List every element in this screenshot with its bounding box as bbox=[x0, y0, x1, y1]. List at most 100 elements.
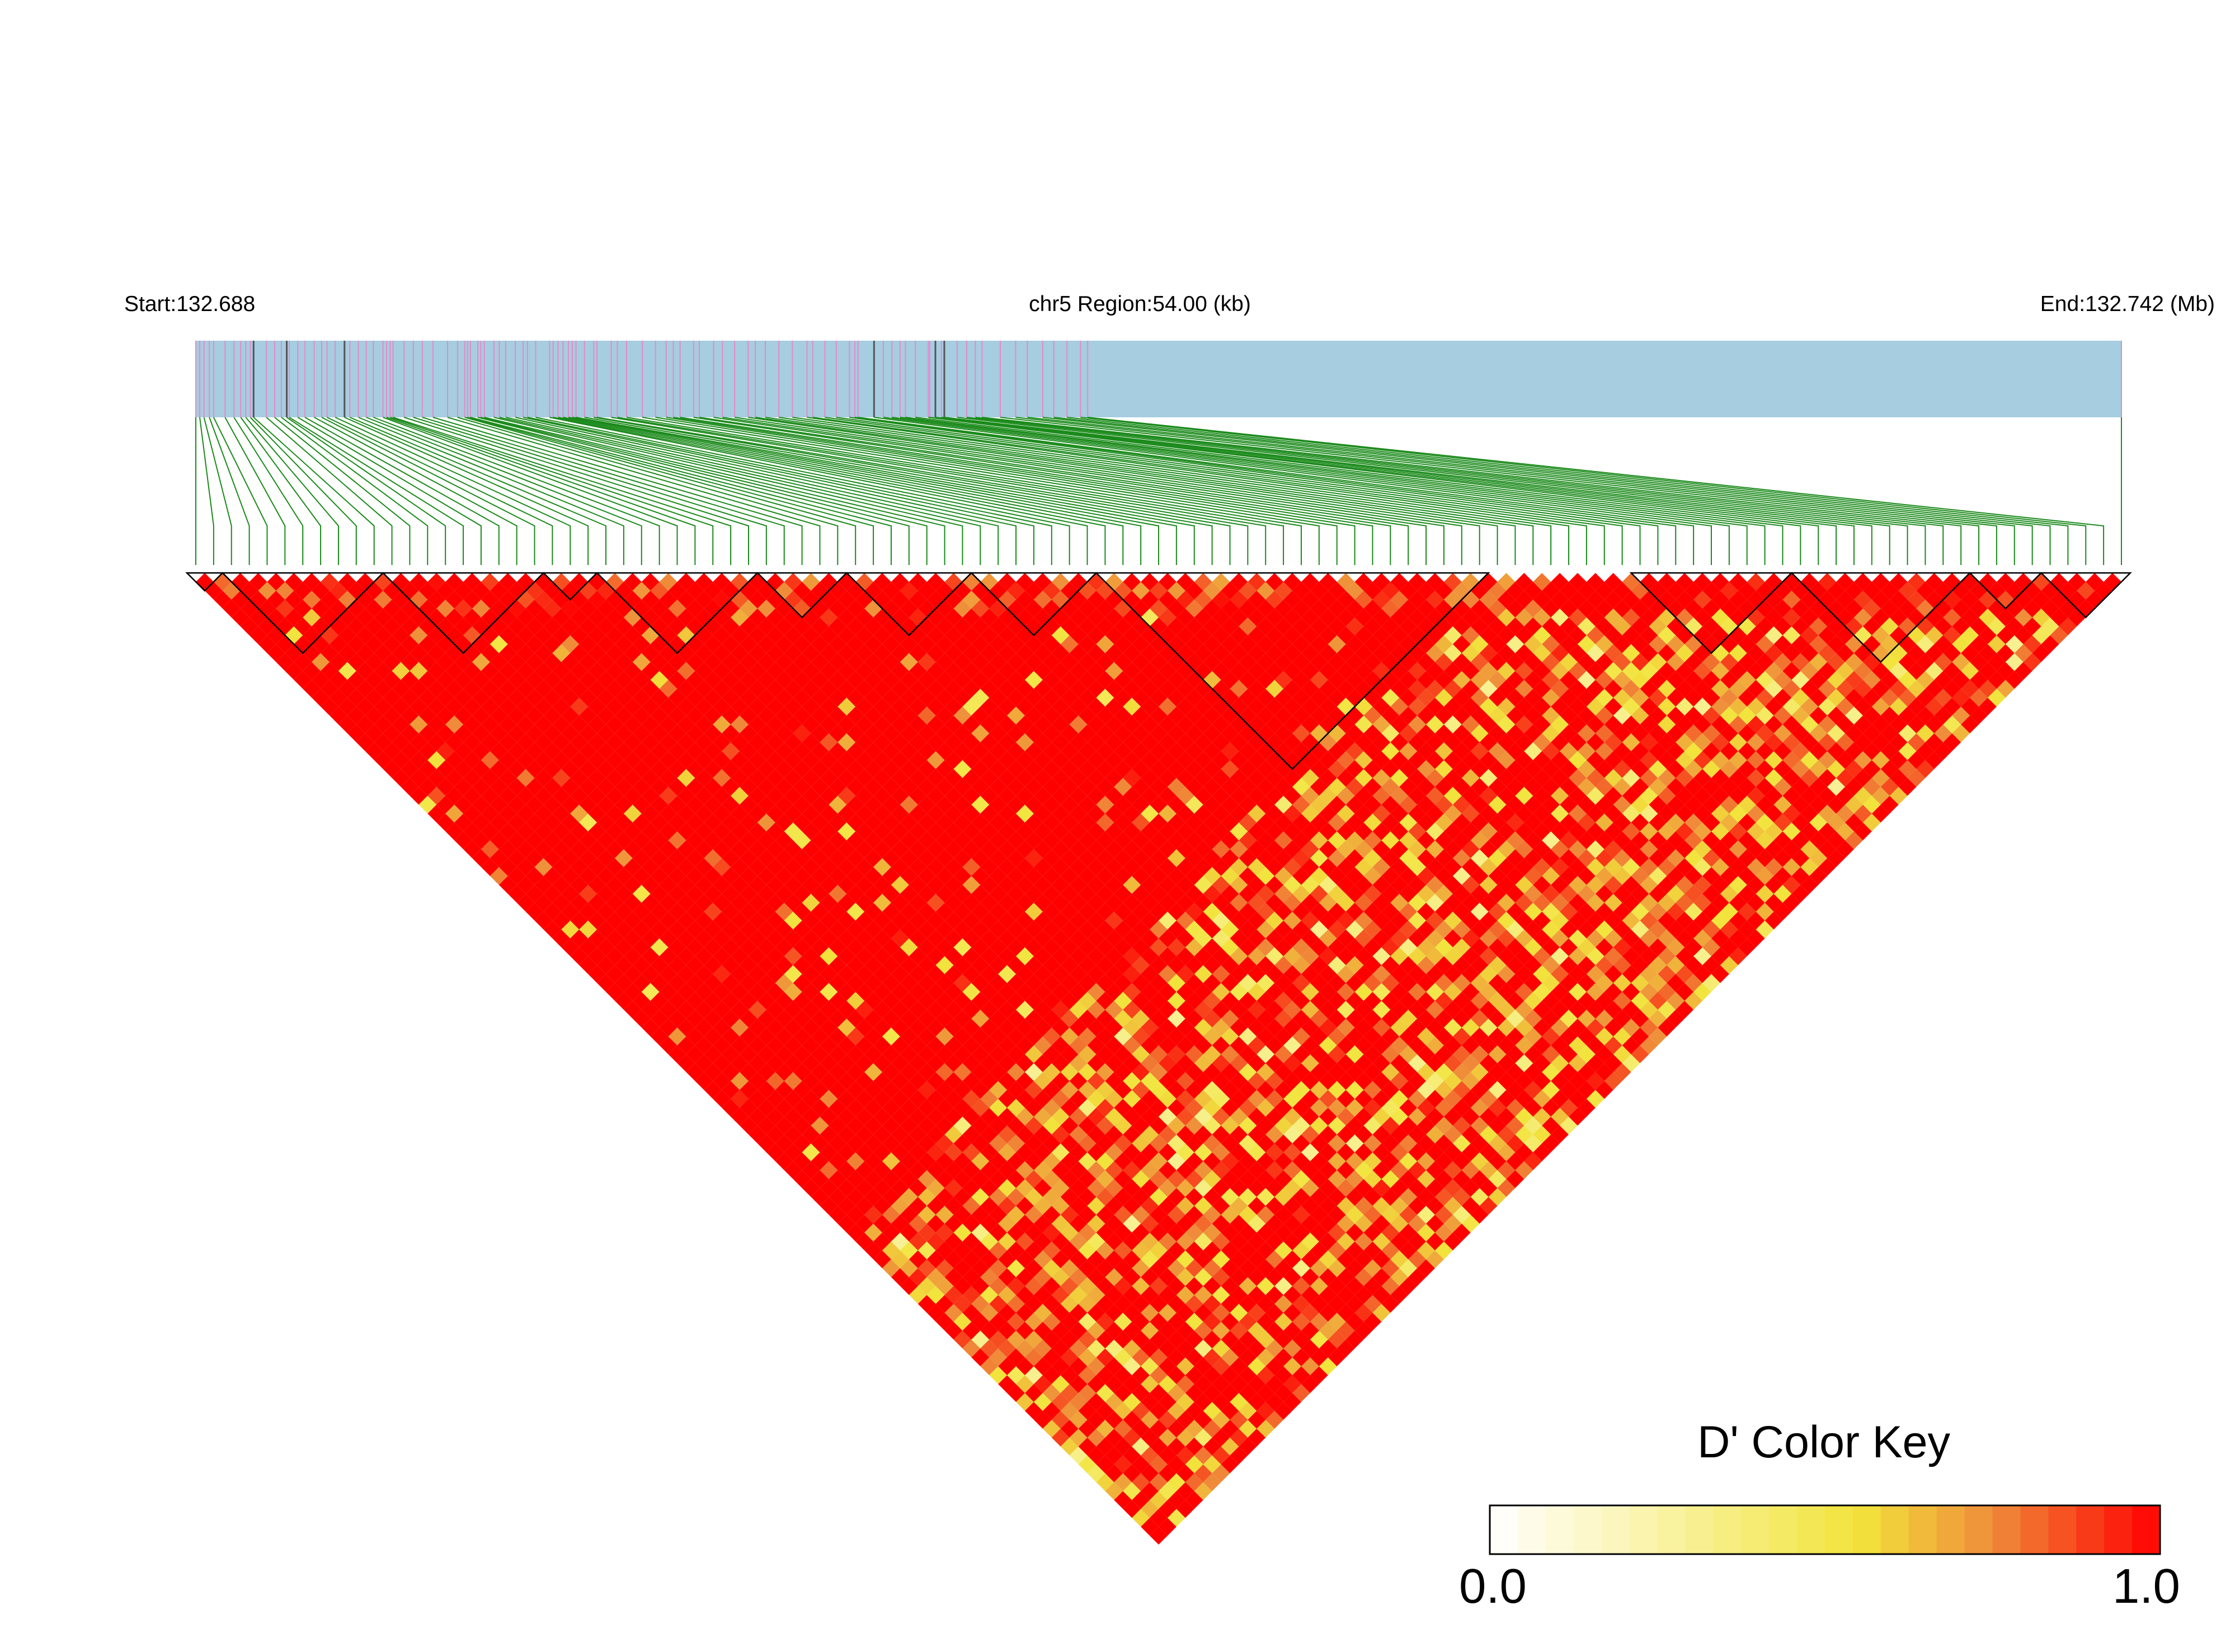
snp-connector-line bbox=[1080, 417, 2087, 565]
ld-cell bbox=[882, 1259, 900, 1277]
ld-cell bbox=[401, 778, 419, 796]
ld-cell bbox=[926, 1197, 945, 1215]
ld-cell bbox=[980, 1215, 999, 1233]
ld-cell bbox=[1096, 902, 1114, 921]
ld-cell bbox=[1292, 992, 1310, 1010]
ld-cell bbox=[1631, 938, 1649, 957]
ld-cell bbox=[713, 858, 731, 876]
ld-cell bbox=[1408, 876, 1427, 894]
ld-cell bbox=[837, 644, 856, 662]
ld-cell bbox=[1613, 1027, 1631, 1046]
ld-cell bbox=[837, 1072, 856, 1090]
ld-cell bbox=[1159, 983, 1177, 1001]
ld-cell bbox=[1337, 1000, 1355, 1019]
ld-cell bbox=[1185, 1348, 1203, 1367]
ld-cell bbox=[1586, 1072, 1605, 1090]
ld-cell bbox=[740, 724, 757, 742]
ld-cell bbox=[1524, 849, 1542, 867]
ld-cell bbox=[1417, 884, 1435, 903]
ld-cell bbox=[1426, 1018, 1444, 1037]
ld-cell bbox=[1176, 804, 1194, 823]
ld-cell bbox=[1221, 1348, 1239, 1367]
ld-cell bbox=[944, 965, 963, 983]
ld-cell bbox=[1310, 1366, 1328, 1385]
ld-cell bbox=[1248, 573, 1266, 591]
ld-cell bbox=[864, 992, 883, 1010]
ld-cell bbox=[944, 1286, 963, 1304]
ld-cell bbox=[1051, 1428, 1070, 1447]
ld-cell bbox=[1328, 1063, 1346, 1081]
ld-cell bbox=[1212, 733, 1230, 751]
ld-cell bbox=[1078, 1419, 1097, 1438]
ld-cell bbox=[980, 1000, 999, 1019]
ld-cell bbox=[1345, 884, 1364, 903]
ld-cell bbox=[1176, 644, 1194, 662]
snp-connector-line bbox=[233, 417, 304, 565]
ld-cell bbox=[1426, 1072, 1444, 1090]
ld-cell bbox=[837, 662, 856, 680]
ld-cell bbox=[1506, 1099, 1524, 1117]
ld-cell bbox=[784, 680, 802, 698]
ld-cell bbox=[436, 671, 455, 689]
ld-cell bbox=[784, 662, 802, 680]
ld-cell bbox=[1141, 858, 1159, 876]
ld-cell bbox=[1363, 724, 1382, 742]
ld-cell bbox=[516, 751, 535, 769]
ld-cell bbox=[731, 822, 749, 841]
ld-cell bbox=[846, 1152, 865, 1170]
ld-cell bbox=[1328, 778, 1346, 796]
ld-cell bbox=[802, 626, 820, 644]
ld-cell bbox=[552, 876, 571, 894]
ld-cell bbox=[873, 626, 891, 644]
ld-cell bbox=[383, 599, 401, 618]
ld-cell bbox=[944, 1018, 963, 1037]
ld-cell bbox=[1203, 1099, 1221, 1117]
ld-cell bbox=[1203, 1009, 1221, 1028]
ld-cell bbox=[1194, 893, 1212, 912]
ld-cell bbox=[1167, 849, 1185, 867]
snp-connector-line bbox=[825, 417, 1623, 565]
ld-cell bbox=[1239, 1295, 1257, 1313]
ld-cell bbox=[1230, 1446, 1248, 1465]
snp-connector-line bbox=[422, 417, 785, 565]
ld-cell bbox=[882, 1170, 900, 1188]
ld-cell bbox=[722, 849, 740, 867]
ld-cell bbox=[1649, 1009, 1667, 1028]
ld-cell bbox=[855, 1072, 874, 1090]
ld-cell bbox=[1105, 1464, 1123, 1482]
ld-cell bbox=[525, 724, 544, 742]
ld-cell bbox=[1194, 769, 1212, 787]
ld-cell bbox=[1337, 1108, 1355, 1126]
ld-cell bbox=[1337, 733, 1355, 751]
ld-cell bbox=[1354, 1000, 1373, 1019]
ld-cell bbox=[1114, 1437, 1132, 1456]
ld-cell bbox=[1221, 1330, 1239, 1349]
ld-cell bbox=[1016, 1232, 1034, 1251]
ld-cell bbox=[1150, 1419, 1168, 1438]
ld-cell bbox=[1096, 1330, 1114, 1349]
snp-connector-line bbox=[812, 417, 1605, 565]
ld-cell bbox=[775, 831, 793, 850]
ld-cell bbox=[784, 1018, 802, 1037]
ld-cell bbox=[1613, 1063, 1631, 1081]
ld-cell bbox=[1167, 938, 1185, 957]
ld-cell bbox=[1042, 813, 1061, 832]
ld-cell bbox=[713, 822, 731, 841]
ld-cell bbox=[445, 804, 464, 823]
ld-cell bbox=[552, 911, 571, 930]
ld-cell bbox=[882, 974, 900, 992]
ld-cell bbox=[1007, 1170, 1025, 1188]
ld-cell bbox=[1319, 1018, 1337, 1037]
ld-cell bbox=[516, 822, 535, 841]
ld-cell bbox=[356, 644, 374, 662]
ld-cell bbox=[1515, 1143, 1533, 1161]
ld-cell bbox=[1024, 884, 1043, 903]
ld-cell bbox=[864, 1045, 883, 1063]
ld-cell bbox=[748, 787, 766, 805]
ld-cell bbox=[1203, 938, 1221, 957]
ld-cell bbox=[1417, 1117, 1435, 1135]
ld-cell bbox=[757, 742, 775, 760]
ld-cell bbox=[1470, 920, 1489, 939]
ld-cell bbox=[1248, 983, 1266, 1001]
snp-connector-line bbox=[892, 417, 1748, 565]
